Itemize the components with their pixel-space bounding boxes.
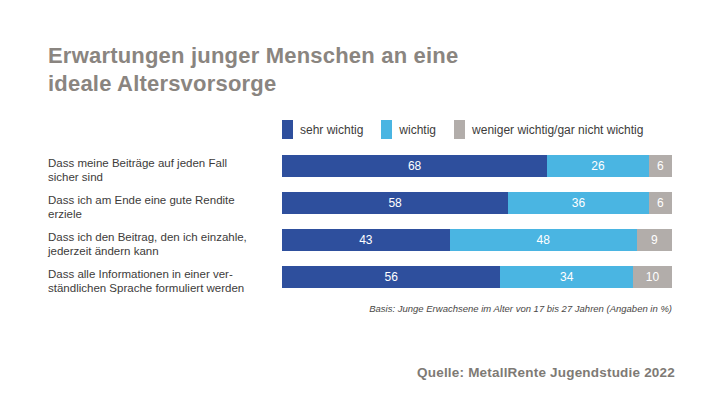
bar-row: Dass ich den Beitrag, den ich einzahle,j…	[48, 229, 672, 258]
legend-label: wichtig	[399, 123, 436, 137]
segment-value: 34	[560, 266, 573, 288]
bar-segment: 34	[500, 266, 633, 288]
stacked-bar: 43 48 9	[282, 229, 672, 251]
bar-segment: 58	[282, 192, 508, 214]
legend-marker	[454, 120, 465, 139]
bar-row: Dass ich am Ende eine gute Renditeerziel…	[48, 192, 672, 221]
category-label: Dass ich am Ende eine gute Renditeerziel…	[48, 192, 282, 221]
infographic-page: Erwartungen junger Menschen an eine idea…	[0, 0, 720, 405]
chart-title-line1: Erwartungen junger Menschen an eine	[48, 43, 458, 68]
bar-segment: 43	[282, 229, 450, 251]
segment-value: 56	[385, 266, 398, 288]
legend-marker	[282, 120, 293, 139]
chart-title: Erwartungen junger Menschen an eine idea…	[48, 42, 458, 98]
category-label: Dass meine Beiträge auf jeden Fallsicher…	[48, 155, 282, 184]
category-label: Dass ich den Beitrag, den ich einzahle,j…	[48, 229, 282, 258]
basis-footnote: Basis: Junge Erwachsene im Alter von 17 …	[369, 303, 672, 314]
bar-row: Dass alle Informationen in einer ver-stä…	[48, 266, 672, 295]
legend-item: weniger wichtig/gar nicht wichtig	[454, 120, 643, 139]
source-credit: Quelle: MetallRente Jugendstudie 2022	[417, 365, 675, 380]
bar-segment: 36	[508, 192, 648, 214]
legend-item: wichtig	[381, 120, 436, 139]
segment-value: 26	[591, 155, 604, 177]
stacked-bar: 56 34 10	[282, 266, 672, 288]
stacked-bar: 58 36 6	[282, 192, 672, 214]
segment-value: 48	[537, 229, 550, 251]
segment-value: 36	[572, 192, 585, 214]
segment-value: 43	[359, 229, 372, 251]
stacked-bar: 68 26 6	[282, 155, 672, 177]
bar-segment: 26	[547, 155, 648, 177]
segment-value: 6	[657, 192, 664, 214]
bar-segment: 68	[282, 155, 547, 177]
bar-segment: 48	[450, 229, 637, 251]
bar-segment: 56	[282, 266, 500, 288]
legend-marker	[381, 120, 392, 139]
legend-item: sehr wichtig	[282, 120, 363, 139]
segment-value: 6	[657, 155, 664, 177]
bar-segment: 6	[649, 192, 672, 214]
segment-value: 10	[646, 266, 659, 288]
bar-segment: 9	[637, 229, 672, 251]
legend-label: sehr wichtig	[300, 123, 363, 137]
stacked-bar-chart: Dass meine Beiträge auf jeden Fallsicher…	[48, 155, 672, 303]
legend: sehr wichtig wichtig weniger wichtig/gar n…	[282, 120, 643, 139]
bar-row: Dass meine Beiträge auf jeden Fallsicher…	[48, 155, 672, 184]
segment-value: 68	[408, 155, 421, 177]
legend-label: weniger wichtig/gar nicht wichtig	[472, 123, 643, 137]
segment-value: 9	[651, 229, 658, 251]
chart-title-line2: ideale Altersvorsorge	[48, 71, 276, 96]
bar-segment: 6	[649, 155, 672, 177]
category-label: Dass alle Informationen in einer ver-stä…	[48, 266, 282, 295]
bar-segment: 10	[633, 266, 672, 288]
segment-value: 58	[388, 192, 401, 214]
